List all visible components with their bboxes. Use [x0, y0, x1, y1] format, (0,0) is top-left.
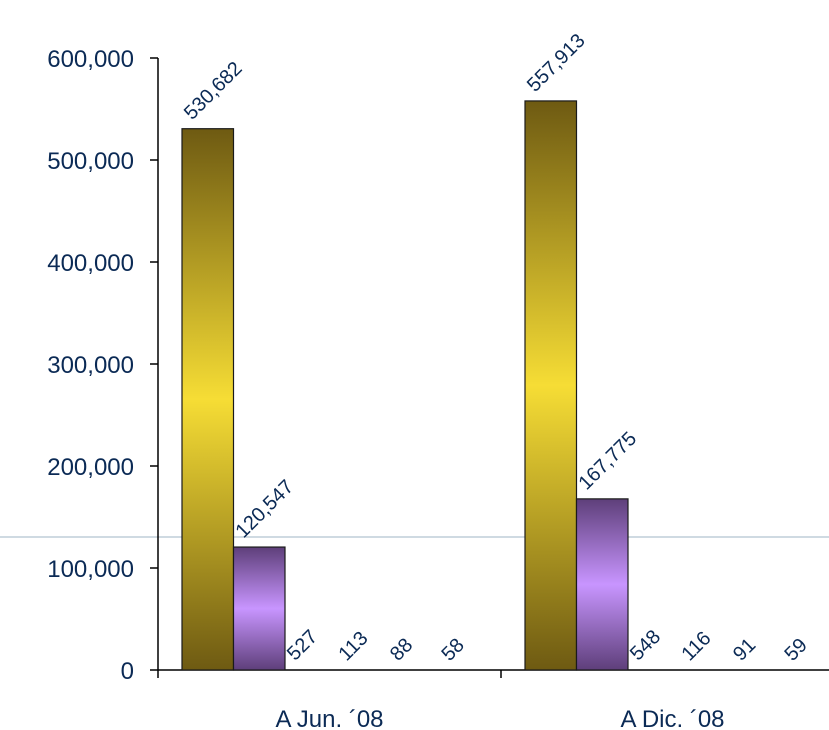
y-tick-label: 400,000 [47, 250, 134, 277]
bar [232, 546, 286, 671]
data-label: 116 [677, 627, 715, 665]
bar [575, 498, 629, 671]
y-tick-label: 100,000 [47, 556, 134, 583]
bar [181, 128, 235, 671]
y-tick-label: 300,000 [47, 352, 134, 379]
data-label: 91 [729, 634, 760, 665]
data-label: 120,547 [231, 476, 298, 543]
x-category-label: A Jun. ´08 [275, 706, 383, 730]
y-tick-label: 0 [121, 658, 134, 685]
data-label: 527 [283, 626, 322, 665]
y-tick-label: 600,000 [47, 46, 134, 73]
bar [524, 100, 578, 671]
x-category-label: A Dic. ´08 [620, 706, 724, 730]
data-label: 530,682 [180, 58, 247, 125]
data-label: 58 [437, 634, 468, 665]
data-label: 59 [780, 634, 811, 665]
y-tick-label: 200,000 [47, 454, 134, 481]
data-label: 557,913 [523, 30, 590, 97]
y-tick-label: 500,000 [47, 148, 134, 175]
data-label: 113 [334, 627, 372, 665]
data-label: 88 [386, 634, 417, 665]
data-label: 167,775 [574, 428, 641, 495]
data-label: 548 [626, 626, 665, 665]
